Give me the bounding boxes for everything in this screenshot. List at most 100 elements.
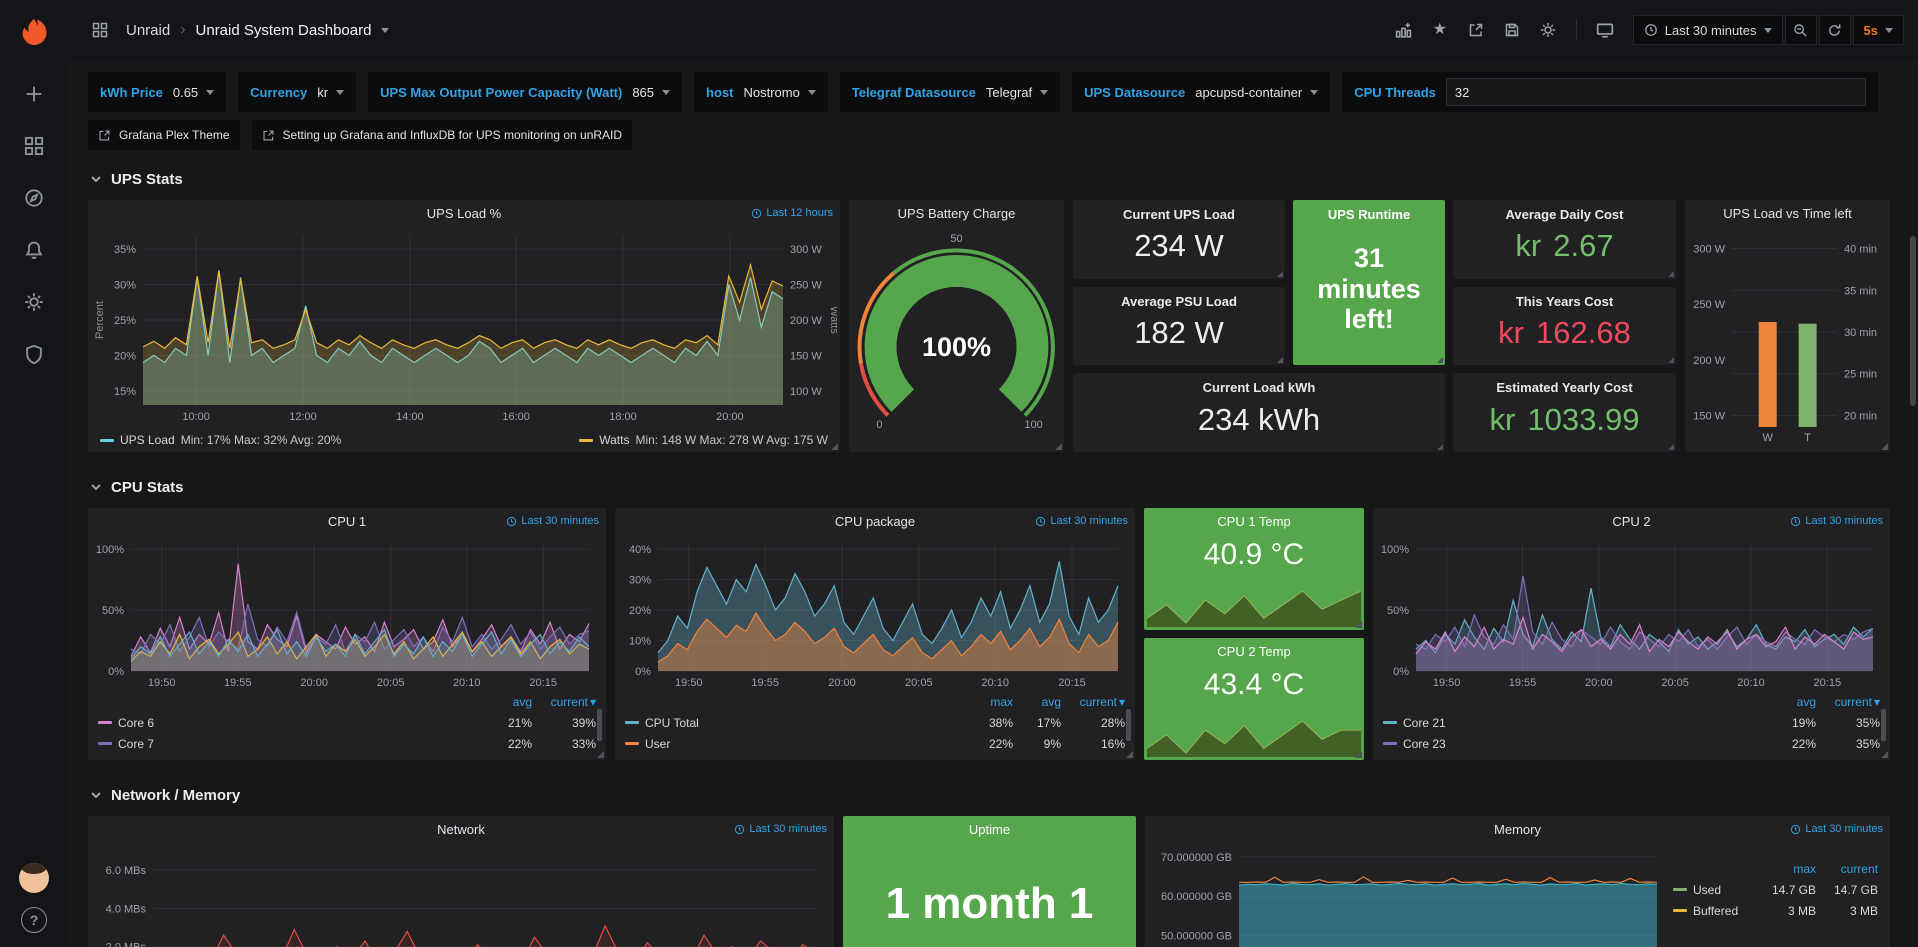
panel-header[interactable]: UPS Load vs Time left xyxy=(1723,206,1852,221)
variable-label[interactable]: UPS Datasource xyxy=(1084,84,1186,100)
panel-header[interactable]: CPU 2 xyxy=(1612,514,1651,529)
save-button[interactable] xyxy=(1496,14,1528,46)
memory-graph[interactable]: 50.000000 GB 60.000000 GB 70.000000 GB xyxy=(1147,843,1667,947)
cpu-package-graph[interactable]: 0% 10% 20% 30% 40% 19:50 19:55 20:00 20:05 20:10 2… xyxy=(618,535,1132,691)
series-color-swatch xyxy=(1383,742,1397,745)
panel-cpu2: CPU 2 Last 30 minutes 0% 50% 100% 19:50 19:5… xyxy=(1373,508,1890,760)
legend-scrollbar[interactable] xyxy=(1881,709,1886,741)
refresh-interval-dropdown[interactable]: 5s xyxy=(1852,15,1904,45)
cpu2-temp-sparkline xyxy=(1147,720,1361,757)
variable-value-dropdown[interactable]: 0.65 xyxy=(173,85,215,100)
svg-text:19:55: 19:55 xyxy=(224,677,252,689)
variable-telegraf-datasource: Telegraf Datasource Telegraf xyxy=(839,72,1061,112)
clock-icon xyxy=(1644,24,1657,36)
svg-text:20:10: 20:10 xyxy=(981,677,1009,689)
cpu2-graph[interactable]: 0% 50% 100% 19:50 19:55 20:00 20:05 20:10 20:15 xyxy=(1376,535,1887,691)
variable-value-dropdown[interactable]: kr xyxy=(317,85,345,100)
panel-header[interactable]: Memory xyxy=(1494,822,1541,837)
panel-header[interactable]: UPS Battery Charge xyxy=(897,206,1016,221)
variable-value-dropdown[interactable]: apcupsd-container xyxy=(1195,85,1319,100)
apps-grid-icon[interactable] xyxy=(84,14,116,46)
time-range-picker[interactable]: Last 30 minutes xyxy=(1632,15,1783,45)
panel-timeframe[interactable]: Last 12 hours xyxy=(751,207,833,219)
legend-item-ups-load[interactable]: UPS Load Min: 17% Max: 32% Avg: 20% xyxy=(100,433,341,447)
dashboard-dropdown-caret[interactable] xyxy=(381,27,390,33)
variable-label[interactable]: host xyxy=(706,84,734,100)
variable-label[interactable]: Telegraf Datasource xyxy=(851,84,976,100)
sidebar-item-server-admin[interactable] xyxy=(12,332,56,376)
breadcrumb-root[interactable]: Unraid xyxy=(126,21,171,39)
panel-timeframe[interactable]: Last 30 minutes xyxy=(1790,515,1883,527)
panel-header[interactable]: UPS Load % xyxy=(426,206,502,221)
ups-load-graph[interactable]: 15% 20% 25% 30% 35% 100 W 150 W 200 W 250 W 300 W… xyxy=(91,227,837,425)
panel-header[interactable]: CPU 2 Temp xyxy=(1217,644,1291,659)
panel-cpu2-temp: CPU 2 Temp 43.4 °C xyxy=(1144,638,1364,760)
cpu1-graph[interactable]: 0% 50% 100% 19:50 19:55 20:00 20:05 20:10 20:15 xyxy=(91,535,603,691)
variable-value-dropdown[interactable]: Telegraf xyxy=(986,85,1049,100)
ups-load-vs-time-bars[interactable]: 20 min 25 min 30 min 35 min 40 min 150 W 200 W… xyxy=(1688,227,1887,445)
cpu1-temp-sparkline xyxy=(1147,590,1361,627)
legend-item-watts[interactable]: Watts Min: 148 W Max: 278 W Avg: 175 W xyxy=(579,433,828,447)
sidebar-item-explore[interactable] xyxy=(12,176,56,220)
legend-row: Core 21 19% 35% xyxy=(1383,712,1880,733)
legend-table: max current Used 14.7 GB 14.7 GB Buffere… xyxy=(1673,858,1878,921)
panel-header[interactable]: Uptime xyxy=(968,822,1011,837)
refresh-button[interactable] xyxy=(1818,15,1851,45)
panel-cpu1: CPU 1 Last 30 minutes 0% 50% 100% 19:50 19:5… xyxy=(88,508,606,760)
legend-table: max avg current CPU Total 38% 17% 28% Us… xyxy=(625,691,1131,754)
section-network-memory[interactable]: Network / Memory xyxy=(90,780,1900,810)
cpu-temp-stack: CPU 1 Temp 40.9 °C CPU 2 Temp 43.4 °C xyxy=(1144,508,1364,760)
panel-header[interactable]: CPU package xyxy=(834,514,916,529)
dashboard-settings-button[interactable] xyxy=(1532,14,1564,46)
sidebar-item-alerting[interactable] xyxy=(12,228,56,272)
svg-text:20:00: 20:00 xyxy=(828,677,856,689)
monitor-icon xyxy=(1596,23,1613,38)
variable-label[interactable]: UPS Max Output Power Capacity (Watt) xyxy=(380,84,623,100)
zoom-out-button[interactable] xyxy=(1784,15,1817,45)
navbar-actions: ★ Last 30 minutes xyxy=(1388,14,1904,46)
svg-text:20:05: 20:05 xyxy=(905,677,933,689)
refresh-icon xyxy=(1829,23,1841,36)
panel-timeframe[interactable]: Last 30 minutes xyxy=(734,823,827,835)
cpu-threads-input[interactable] xyxy=(1445,78,1866,106)
grafana-logo[interactable] xyxy=(12,10,56,54)
tv-mode-button[interactable] xyxy=(1589,14,1621,46)
panel-timeframe[interactable]: Last 30 minutes xyxy=(1035,515,1128,527)
variable-value-dropdown[interactable]: Nostromo xyxy=(743,85,816,100)
help-icon[interactable]: ? xyxy=(21,907,47,933)
user-avatar[interactable] xyxy=(19,863,49,893)
star-button[interactable]: ★ xyxy=(1424,14,1456,46)
panel-uptime: Uptime 1 month 1 xyxy=(843,816,1136,947)
panel-header[interactable]: Network xyxy=(437,822,485,837)
share-button[interactable] xyxy=(1460,14,1492,46)
sidebar-item-create[interactable] xyxy=(12,72,56,116)
series-color-swatch xyxy=(98,721,112,724)
page-scrollbar[interactable] xyxy=(1910,236,1916,406)
section-cpu-stats[interactable]: CPU Stats xyxy=(90,472,1900,502)
variable-value-dropdown[interactable]: 865 xyxy=(632,85,671,100)
svg-text:15%: 15% xyxy=(114,386,136,398)
panel-header[interactable]: CPU 1 Temp xyxy=(1217,514,1291,529)
dashboard-link[interactable]: Setting up Grafana and InfluxDB for UPS … xyxy=(251,120,633,150)
svg-text:4.0 MBs: 4.0 MBs xyxy=(106,903,147,915)
dashboard-title[interactable]: Unraid System Dashboard xyxy=(195,21,372,39)
panel-timeframe[interactable]: Last 30 minutes xyxy=(1790,823,1883,835)
section-ups-stats[interactable]: UPS Stats xyxy=(90,164,1900,194)
dashboard-link[interactable]: Grafana Plex Theme xyxy=(88,120,240,150)
svg-text:250 W: 250 W xyxy=(1693,299,1725,311)
variable-label[interactable]: kWh Price xyxy=(100,84,163,100)
panel-ups-load-vs-time: UPS Load vs Time left 20 min 25 min 30 min… xyxy=(1685,200,1890,452)
variable-label[interactable]: CPU Threads xyxy=(1354,84,1436,100)
variable-label[interactable]: Currency xyxy=(250,84,308,100)
network-graph[interactable]: 2.0 MBs 4.0 MBs 6.0 MBs xyxy=(91,843,831,947)
battery-gauge[interactable]: 0 50 100 100% xyxy=(851,227,1062,445)
panel-header[interactable]: CPU 1 xyxy=(327,514,367,529)
sidebar-item-dashboards[interactable] xyxy=(12,124,56,168)
legend-scrollbar[interactable] xyxy=(597,709,602,741)
legend-scrollbar[interactable] xyxy=(1126,709,1131,741)
external-link-icon xyxy=(99,129,110,141)
panel-timeframe[interactable]: Last 30 minutes xyxy=(506,515,599,527)
dashboards-grid-icon xyxy=(24,136,44,156)
add-panel-button[interactable] xyxy=(1388,14,1420,46)
sidebar-item-configuration[interactable] xyxy=(12,280,56,324)
